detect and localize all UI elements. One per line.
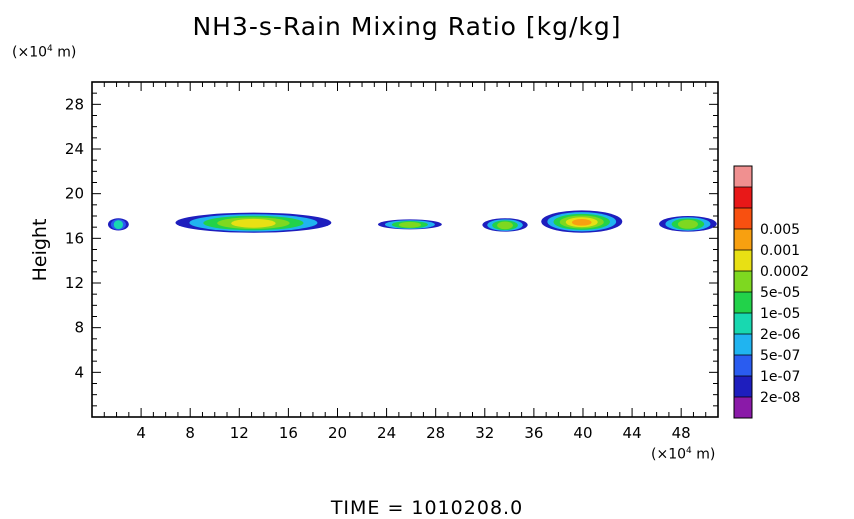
colorbar-swatch	[734, 229, 752, 250]
rain-cell-3-level-6	[398, 221, 422, 228]
y-tick-label: 16	[65, 229, 84, 247]
x-tick-label: 20	[328, 424, 347, 442]
time-label: TIME = 1010208.0	[330, 497, 524, 519]
x-tick-label: 40	[573, 424, 592, 442]
x-tick-label: 44	[623, 424, 642, 442]
x-tick-label: 48	[672, 424, 691, 442]
colorbar-label: 5e-07	[760, 348, 800, 364]
rain-cell-5-level-8	[571, 218, 592, 226]
colorbar-swatch	[734, 313, 752, 334]
chart-title: NH3-s-Rain Mixing Ratio [kg/kg]	[192, 12, 622, 41]
rain-cell-4-level-6	[497, 221, 513, 230]
y-tick-label: 8	[74, 319, 84, 337]
colorbar-swatch	[734, 292, 752, 313]
x-tick-label: 4	[136, 424, 146, 442]
colorbar-label: 5e-05	[760, 285, 800, 301]
x-tick-label: 24	[377, 424, 396, 442]
colorbar-label: 2e-06	[760, 327, 800, 343]
colorbar-swatch	[734, 271, 752, 292]
colorbar-swatch	[734, 376, 752, 397]
colorbar-label: 0.0002	[760, 264, 809, 280]
y-tick-label: 12	[65, 274, 84, 292]
x-tick-label: 28	[426, 424, 445, 442]
colorbar-label: 2e-08	[760, 390, 800, 406]
y-tick-label: 20	[65, 185, 84, 203]
colorbar-label: 1e-07	[760, 369, 800, 385]
rain-cell-6-level-6	[677, 219, 698, 229]
y-tick-label: 4	[74, 363, 84, 381]
colorbar-swatch	[734, 355, 752, 376]
x-axis-unit: (×104 m)	[651, 446, 716, 463]
x-tick-label: 12	[230, 424, 249, 442]
x-tick-label: 8	[185, 424, 195, 442]
x-tick-label: 16	[279, 424, 298, 442]
colorbar-label: 0.005	[760, 222, 800, 238]
colorbar-swatch	[734, 166, 752, 187]
y-tick-label: 24	[65, 140, 84, 158]
x-tick-label: 32	[475, 424, 494, 442]
colorbar-swatch	[734, 334, 752, 355]
colorbar-swatch	[734, 187, 752, 208]
colorbar-swatch	[734, 397, 752, 418]
colorbar-swatch	[734, 250, 752, 271]
colorbar-swatch	[734, 208, 752, 229]
y-tick-label: 28	[65, 95, 84, 113]
rain-cell-2-level-7	[231, 218, 276, 228]
plot-frame	[91, 81, 719, 418]
y-axis-unit: (×104 m)	[12, 44, 77, 61]
colorbar-label: 0.001	[760, 243, 800, 259]
x-tick-label: 36	[524, 424, 543, 442]
colorbar-label: 1e-05	[760, 306, 800, 322]
rain-cell-1-level-4	[113, 220, 124, 230]
